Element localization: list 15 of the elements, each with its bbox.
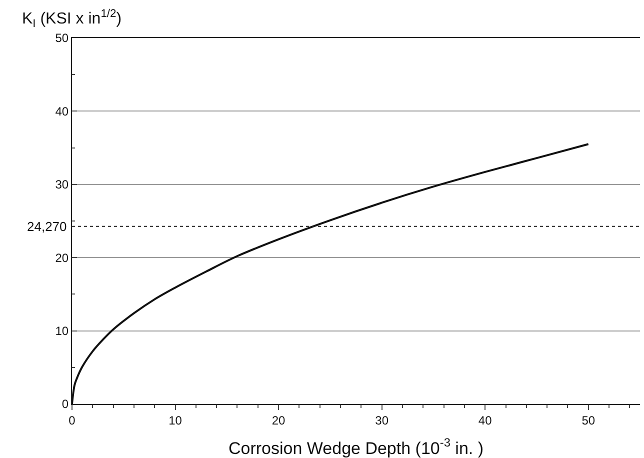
ref-line-label: 24,270 xyxy=(27,219,67,234)
x-axis-title: Corrosion Wedge Depth (10$^{-3}$ in. ) xyxy=(228,436,484,458)
y-tick-label: 20 xyxy=(55,250,69,265)
line-series xyxy=(72,143,590,404)
y-tick-label: 50 xyxy=(55,31,69,46)
y-tick-label: 30 xyxy=(55,178,69,192)
x-tick-label: 20 xyxy=(272,413,286,428)
x-tick-label: 40 xyxy=(478,413,492,428)
y-axis-title: K$_{I}$ (KSI x in$^{1/2}$) xyxy=(22,8,122,30)
y-tick-label: 0 xyxy=(62,397,69,412)
y-tick-label: 40 xyxy=(55,104,69,118)
x-tick-label: 30 xyxy=(375,413,389,428)
x-tick-label: 50 xyxy=(582,413,596,428)
x-tick-label: 10 xyxy=(168,413,182,428)
y-tick-label: 10 xyxy=(55,324,69,338)
